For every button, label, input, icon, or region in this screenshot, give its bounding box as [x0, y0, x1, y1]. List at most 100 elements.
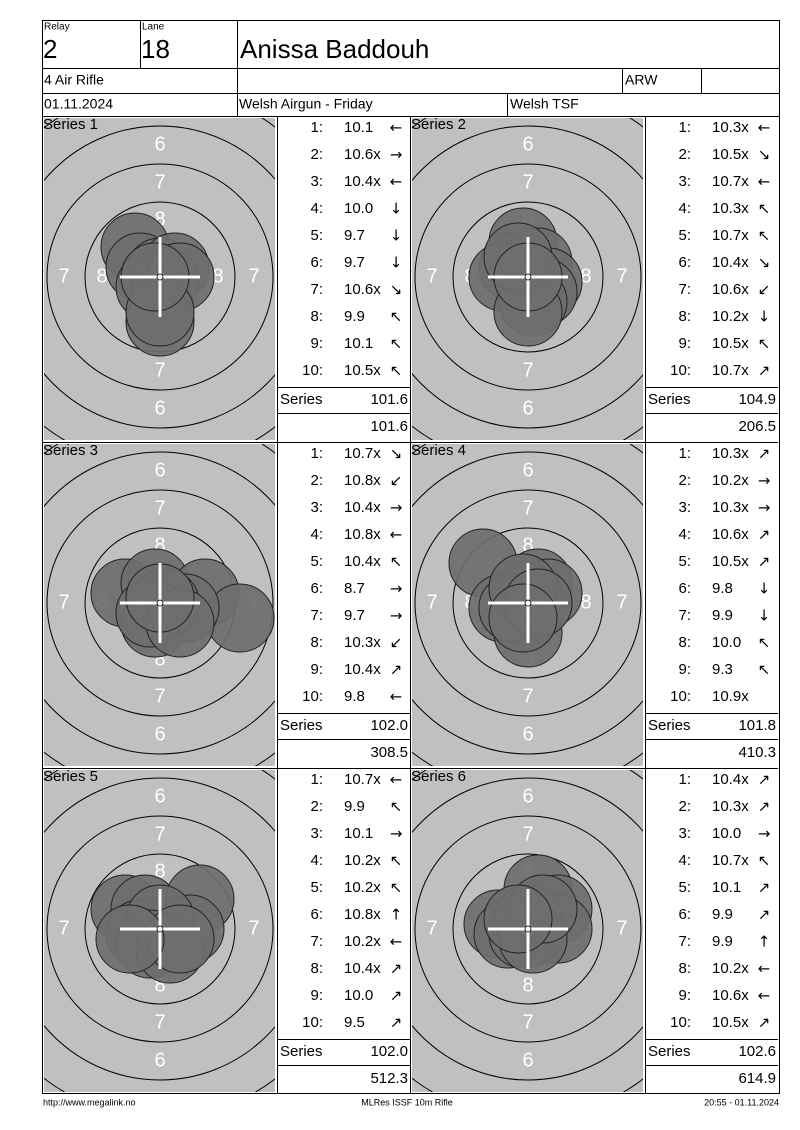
target-ring: [46, 815, 274, 1043]
shot-direction: ↓: [758, 580, 771, 598]
venue: Welsh TSF: [510, 96, 579, 112]
shot-score: 10.3x: [712, 798, 749, 815]
shot-score: 10.2x: [712, 472, 749, 489]
shot-score: 10.1: [344, 335, 373, 352]
target-ring: [414, 489, 642, 717]
shot-score: 10.3x: [712, 499, 749, 516]
shot-score: 10.9x: [712, 688, 749, 705]
shot-score: 10.7x: [712, 227, 749, 244]
shot-direction: ↗: [758, 771, 771, 789]
shot-score: 10.6x: [344, 146, 381, 163]
shot-score: 10.4x: [344, 661, 381, 678]
shot-number: 1:: [310, 119, 323, 136]
series-title: Series 6: [411, 768, 466, 785]
date: 01.11.2024: [44, 96, 113, 112]
shot-direction: ↗: [390, 987, 403, 1005]
target-ring: [46, 163, 274, 391]
series-title: Series 3: [43, 442, 98, 459]
ring-label: 7: [522, 685, 533, 707]
shot-number: 1:: [678, 445, 691, 462]
shot-number: 5:: [678, 879, 691, 896]
ring-label: 7: [154, 1011, 165, 1033]
shot-score: 10.2x: [712, 960, 749, 977]
shot-direction: ↗: [758, 553, 771, 571]
shot-score: 10.5x: [712, 146, 749, 163]
shot-score: 10.0: [712, 634, 741, 651]
ring-label: 7: [616, 265, 627, 287]
shot-number: 8:: [310, 634, 323, 651]
shot-score: 10.3x: [712, 200, 749, 217]
shot-number: 5:: [310, 227, 323, 244]
series-total-label: Series: [280, 1043, 323, 1060]
shot-number: 4:: [678, 852, 691, 869]
shot-number: 10:: [670, 362, 691, 379]
aim-dot: [524, 599, 532, 607]
series-total: 102.0: [370, 717, 408, 734]
ring-label: 7: [616, 917, 627, 939]
series-panel: 6788767887Series 51:10.7x←2:9.9↖3:10.1→4…: [42, 768, 411, 1094]
shot-number: 2:: [310, 472, 323, 489]
shot-score: 10.3x: [712, 119, 749, 136]
lane-label: Lane: [142, 22, 165, 33]
shot-hole: [488, 583, 558, 653]
shot-number: 4:: [310, 852, 323, 869]
shot-number: 4:: [678, 200, 691, 217]
shot-score: 10.5x: [712, 553, 749, 570]
ring-label: 6: [522, 785, 533, 807]
series-panels: 6 7 8 8 7 6 7 8 8 7 Series 1 1: 10.1 ← 2: 10.6x → 3: 10.4x…: [42, 116, 778, 1094]
shot-score: 10.5x: [712, 335, 749, 352]
target-ring: [84, 853, 236, 1005]
target-ring: [412, 451, 643, 755]
shot-direction: ↗: [390, 1014, 403, 1032]
lane: 18: [141, 34, 170, 64]
aim-dot: [156, 599, 164, 607]
shot-score: 9.8: [712, 580, 733, 597]
shot-direction: ↓: [758, 607, 771, 625]
shot-direction: ←: [390, 771, 403, 789]
shot-direction: →: [390, 580, 403, 598]
ring-label: 7: [522, 823, 533, 845]
shot-direction: ↗: [758, 362, 771, 380]
ring-label: 7: [58, 591, 69, 613]
ring-label: 7: [522, 1011, 533, 1033]
shot-score: 10.0: [344, 987, 373, 1004]
shot-score: 10.1: [344, 825, 373, 842]
shot-hole: [483, 884, 553, 954]
shot-direction: ↓: [390, 200, 403, 218]
series-total: 104.9: [738, 391, 776, 408]
shot-direction: ↘: [390, 281, 403, 299]
shot-score: 9.3: [712, 661, 733, 678]
shot-score: 10.7x: [344, 771, 381, 788]
shot-direction: ↖: [758, 200, 771, 218]
shot-number: 3:: [678, 499, 691, 516]
shot-direction: →: [390, 499, 403, 517]
shot-number: 7:: [310, 933, 323, 950]
shot-direction: ↗: [758, 1014, 771, 1032]
ring-label: 8: [522, 974, 533, 996]
footer-url: http://www.megalink.no: [43, 1097, 136, 1107]
shot-score: 10.2x: [344, 933, 381, 950]
shot-direction: ↗: [758, 879, 771, 897]
target-ring: [412, 125, 643, 429]
shot-number: 9:: [310, 335, 323, 352]
series-title: Series 1: [43, 116, 98, 133]
shot-number: 9:: [310, 661, 323, 678]
shot-score: 10.5x: [344, 362, 381, 379]
target-ring: [452, 853, 604, 1005]
shot-score: 10.0: [712, 825, 741, 842]
shot-score: 10.6x: [712, 987, 749, 1004]
shot-direction: ↙: [390, 634, 403, 652]
competition: Welsh Airgun - Friday: [239, 96, 373, 112]
shot-number: 7:: [678, 281, 691, 298]
cumulative-total: 308.5: [370, 744, 408, 761]
shot-direction: →: [758, 472, 771, 490]
footer-printed: 20:55 - 01.11.2024: [704, 1097, 779, 1107]
shot-score: 9.9: [712, 933, 733, 950]
series-total: 101.8: [738, 717, 776, 734]
shot-number: 7:: [678, 933, 691, 950]
shot-score: 10.5x: [712, 1014, 749, 1031]
shot-number: 2:: [678, 798, 691, 815]
cumulative-total: 206.5: [738, 418, 776, 435]
series-total: 101.6: [370, 391, 408, 408]
target: 6788767887: [412, 118, 643, 440]
